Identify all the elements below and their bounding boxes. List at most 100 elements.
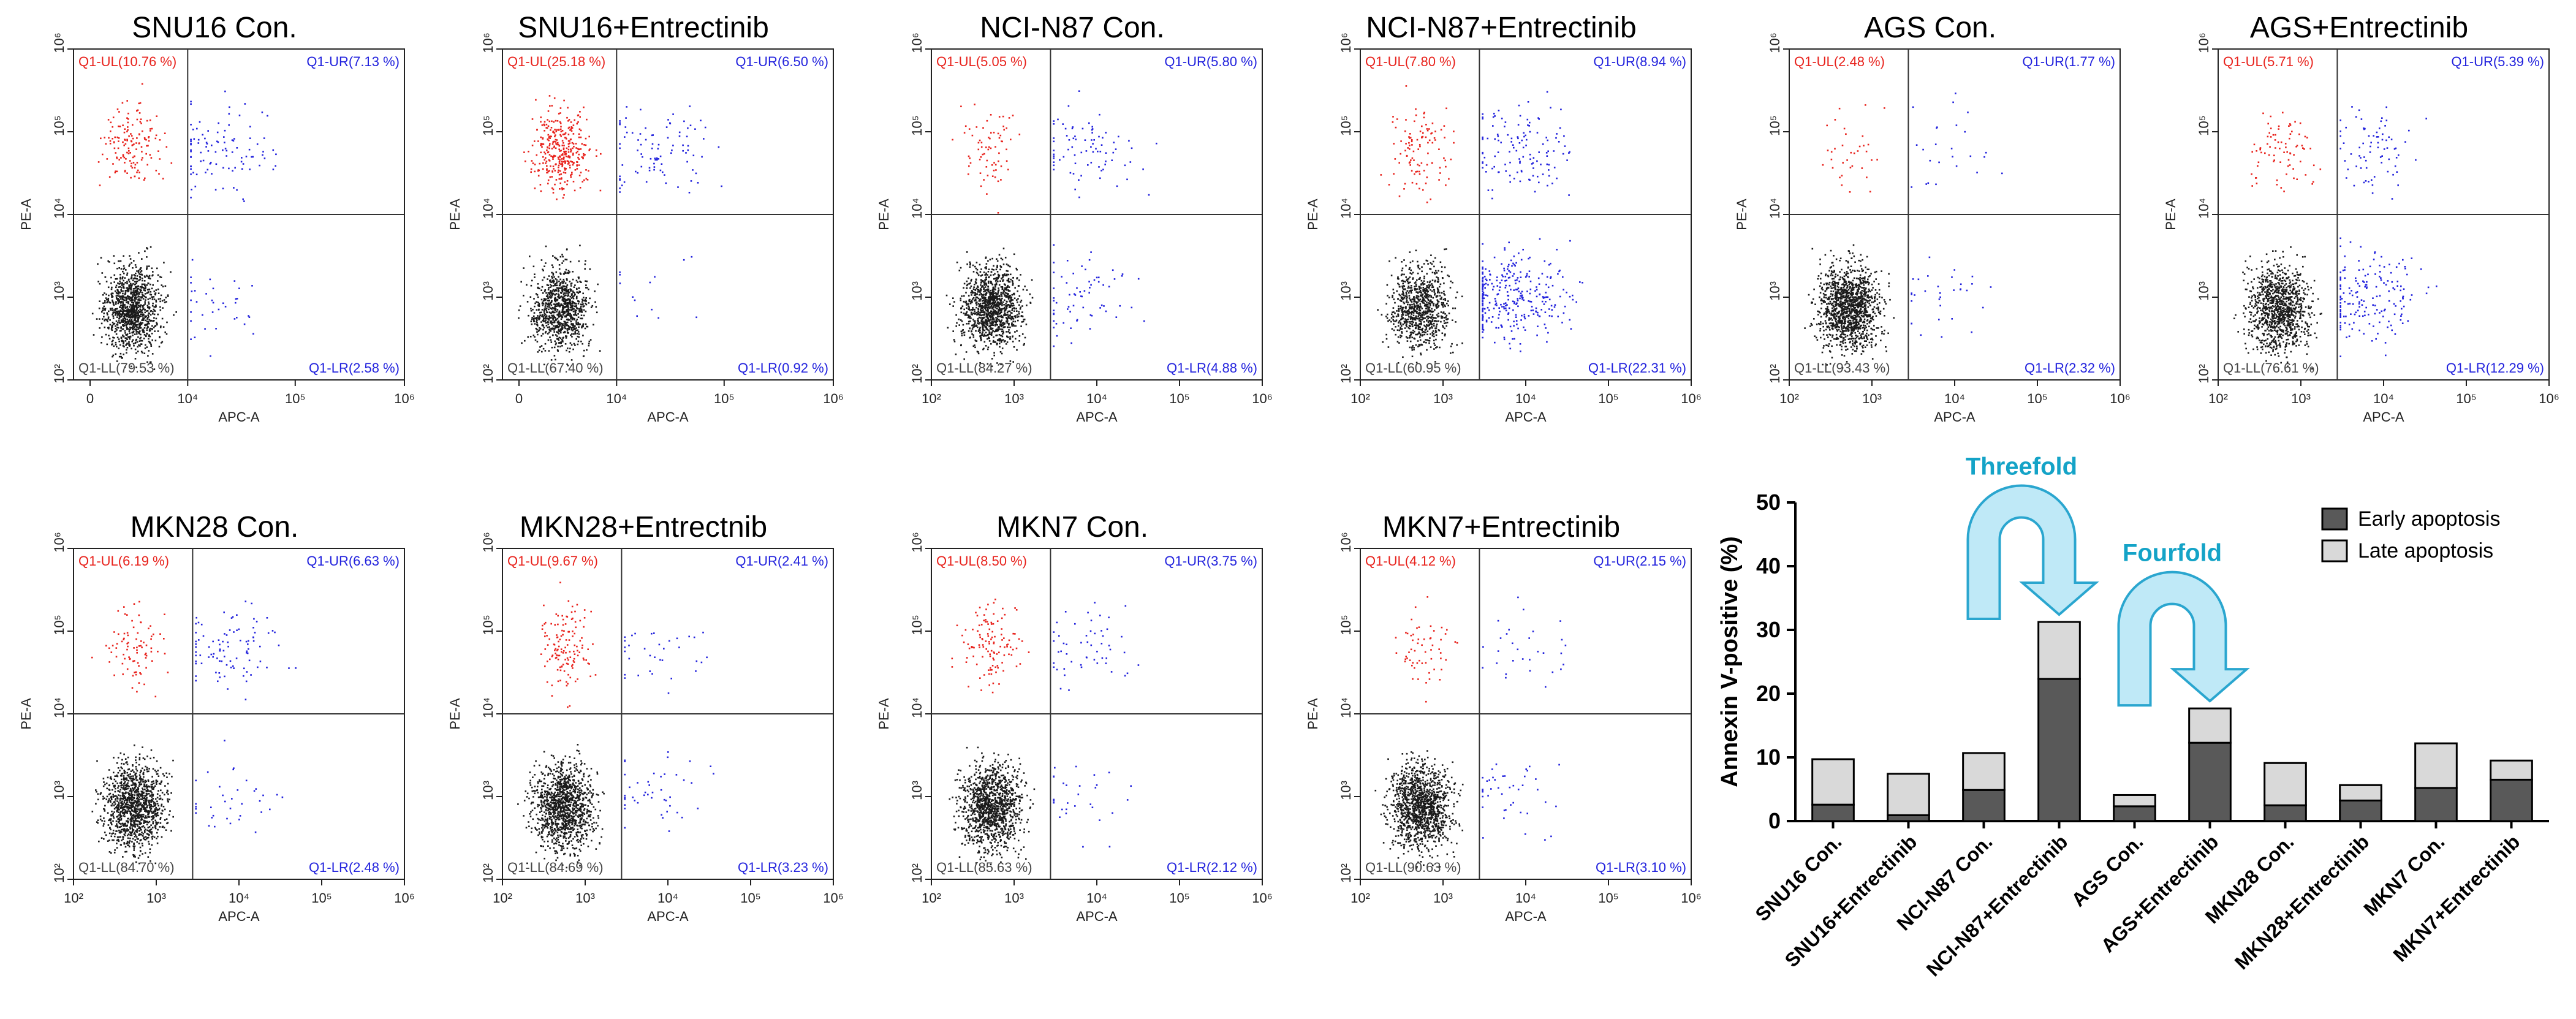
legend-swatch [2321,507,2348,531]
bar-early-apoptosis [2490,778,2533,822]
y-tick-label: 10² [51,863,67,883]
y-tick-label: 10⁵ [480,115,496,136]
quadrant-label: Q1-LL(76.61 %) [2223,360,2319,376]
quadrant-label: Q1-LR(0.92 %) [738,360,828,376]
y-tick-label: 30 [1756,617,1781,642]
y-tick-label: 10⁵ [51,115,67,136]
y-tick-label: 10⁶ [1767,32,1782,53]
x-tick-label: 10⁶ [1681,391,1702,406]
y-tick-label: 10⁴ [1338,198,1354,219]
fold-change-label: Fourfold [2123,540,2222,567]
x-tick-label: 10⁴ [177,391,198,406]
x-tick-label: 10² [1351,890,1370,906]
quadrant-label: Q1-LR(2.58 %) [309,360,400,376]
event-dots [945,90,1157,368]
quadrant-label: Q1-LL(90.63 %) [1365,860,1461,875]
y-tick-label: 10⁵ [909,115,925,136]
quadrant-label: Q1-UR(8.94 %) [1593,54,1686,69]
x-tick-label: 10⁶ [1252,391,1273,406]
quadrant-label: Q1-UL(10.76 %) [78,54,176,69]
event-dots [91,83,277,370]
bar-early-apoptosis [1811,803,1855,822]
x-tick-label: 10⁶ [1681,890,1702,906]
y-tick-label: 10² [480,863,496,883]
x-tick-label: 10⁵ [311,890,332,906]
y-tick-label: 10⁴ [480,198,496,219]
facs-panel: NCI-N87+Entrectinib Q1-UL(7.80 %) Q1-UR(8… [1299,6,1703,425]
x-tick-label: 10⁴ [1515,890,1536,906]
y-tick-label: 10⁶ [51,532,67,553]
event-dots [1377,85,1583,364]
facs-panel: MKN28 Con. Q1-UL(6.19 %) Q1-UR(6.63 %) Q1-… [12,506,417,924]
y-tick-label: 10⁶ [480,32,496,53]
facs-scatter-svg: Q1-UL(6.19 %) Q1-UR(6.63 %) Q1-LL(84.70 %)… [18,532,415,924]
x-tick-label: 10⁴ [1944,391,1965,406]
y-tick-label: 10⁴ [1338,697,1354,718]
quadrant-label: Q1-UR(6.50 %) [735,54,828,69]
y-tick-label: 10³ [909,281,925,301]
plot-title: NCI-N87 Con. [980,12,1165,44]
facs-scatter-svg: Q1-UL(4.12 %) Q1-UR(2.15 %) Q1-LL(90.63 %)… [1305,532,1702,924]
quadrant-label: Q1-LL(79.53 %) [78,360,175,376]
annexin-bar-chart: 0 10 20 30 40 50 Annexin V-positive (%) SNU16 C… [1703,453,2567,1008]
x-tick-label: 10⁶ [1252,890,1273,906]
y-tick-label: 10³ [51,781,67,800]
y-axis-label: PE-A [1305,199,1320,230]
quadrant-label: Q1-LL(67.40 %) [507,360,604,376]
x-tick-label: 10⁶ [394,890,415,906]
x-tick-label: 10⁶ [2539,391,2559,406]
y-axis-label: PE-A [1734,199,1749,230]
plot-title: AGS Con. [1863,12,1997,44]
bar-late-apoptosis [2188,707,2232,744]
x-tick-label: SNU16+Entrectinib [1781,830,1922,971]
x-axis-label: APC-A [1505,409,1547,425]
facs-panel: MKN7+Entrectinib Q1-UL(4.12 %) Q1-UR(2.15… [1299,506,1703,924]
y-tick-label: 10³ [480,781,496,800]
x-tick-label: 10³ [146,890,166,906]
facs-panel: SNU16 Con. Q1-UL(10.76 %) Q1-UR(7.13 %) Q1… [12,6,417,425]
x-tick-label: 10⁶ [394,391,415,406]
y-tick-label: 10² [909,364,925,384]
bar-late-apoptosis [2037,621,2081,680]
event-dots [518,95,722,366]
bar-late-apoptosis [2263,762,2307,806]
x-tick-label: 10² [1351,391,1370,406]
y-tick-label: 10³ [480,281,496,301]
x-tick-label: 10² [64,890,83,906]
x-tick-label: 10⁵ [1169,391,1190,406]
bar-late-apoptosis [2339,784,2382,801]
legend-label: Early apoptosis [2358,507,2500,531]
x-axis-label: APC-A [1934,409,1976,425]
plot-title: SNU16+Entrectinib [518,12,769,44]
facs-scatter-svg: Q1-UL(8.50 %) Q1-UR(3.75 %) Q1-LL(85.63 %)… [876,532,1273,924]
y-tick-label: 10³ [1767,281,1782,301]
event-dots [2233,106,2438,370]
legend-label: Late apoptosis [2358,539,2493,563]
quadrant-label: Q1-UL(7.80 %) [1365,54,1456,69]
y-tick-label: 10⁵ [51,615,67,635]
y-tick-label: 10⁴ [1767,198,1782,219]
y-axis-label: PE-A [2163,199,2178,230]
y-axis-label: PE-A [447,698,463,730]
plot-title: MKN7 Con. [996,511,1149,544]
facs-panel: AGS+Entrectinib Q1-UL(5.71 %) Q1-UR(5.39 … [2157,6,2561,425]
x-tick-label: MKN7+Entrectinib [2388,830,2524,966]
quadrant-label: Q1-LL(60.95 %) [1365,360,1461,376]
y-tick-label: 10² [909,863,925,883]
y-tick-label: 10⁶ [1338,532,1354,553]
quadrant-label: Q1-UR(2.41 %) [735,553,828,569]
x-tick-label: 10⁴ [2373,391,2394,406]
x-tick-label: 10³ [1004,391,1024,406]
x-tick-label: NCI-N87+Entrectinib [1922,830,2072,980]
quadrant-label: Q1-LR(12.29 %) [2446,360,2544,376]
quadrant-label: Q1-LR(3.23 %) [738,860,828,875]
y-tick-label: 10⁵ [909,615,925,635]
y-tick-label: 10³ [51,281,67,301]
y-tick-label: 10³ [1338,781,1354,800]
x-tick-label: 10⁴ [1086,890,1107,906]
quadrant-label: Q1-LR(22.31 %) [1588,360,1686,376]
x-tick-label: 0 [86,391,94,406]
bar-early-apoptosis [2188,741,2232,822]
event-dots [517,581,714,869]
